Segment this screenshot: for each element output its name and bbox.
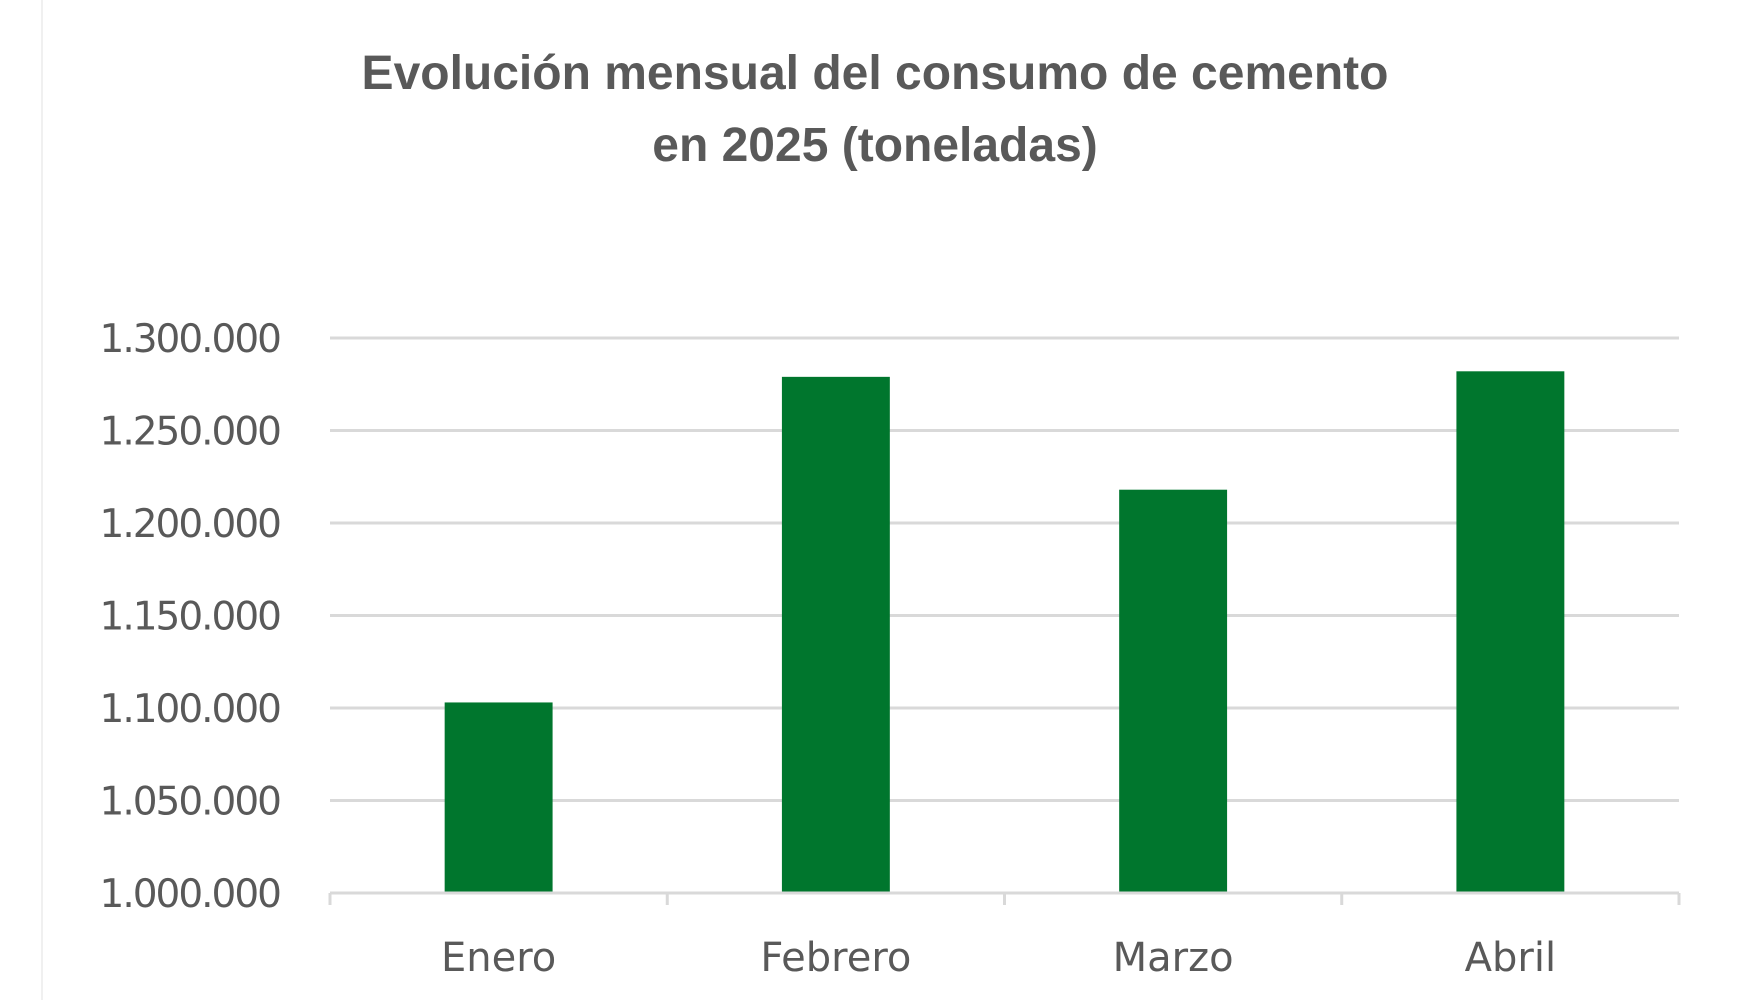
x-tick-label: Abril xyxy=(1465,935,1556,981)
y-tick-label: 1.250.000 xyxy=(100,410,281,455)
y-tick-label: 1.000.000 xyxy=(100,872,281,917)
x-tick-label: Marzo xyxy=(1113,935,1234,981)
bar-abril xyxy=(1456,371,1565,893)
y-tick-label: 1.050.000 xyxy=(100,780,281,825)
bar-marzo xyxy=(1119,489,1228,893)
y-tick-label: 1.150.000 xyxy=(100,595,281,640)
y-tick-label: 1.100.000 xyxy=(100,687,281,732)
y-tick-label: 1.300.000 xyxy=(100,317,281,362)
bar-febrero xyxy=(781,376,890,894)
chart-title-line-2: en 2025 (toneladas) xyxy=(652,119,1098,172)
left-border xyxy=(41,0,43,1000)
x-tick-label: Enero xyxy=(441,935,556,981)
chart-title: Evolución mensual del consumo de cemento… xyxy=(0,38,1750,182)
x-tick-label: Febrero xyxy=(760,935,911,981)
y-tick-label: 1.200.000 xyxy=(100,502,281,547)
bar-enero xyxy=(444,702,553,893)
chart-title-line-1: Evolución mensual del consumo de cemento xyxy=(361,47,1389,100)
